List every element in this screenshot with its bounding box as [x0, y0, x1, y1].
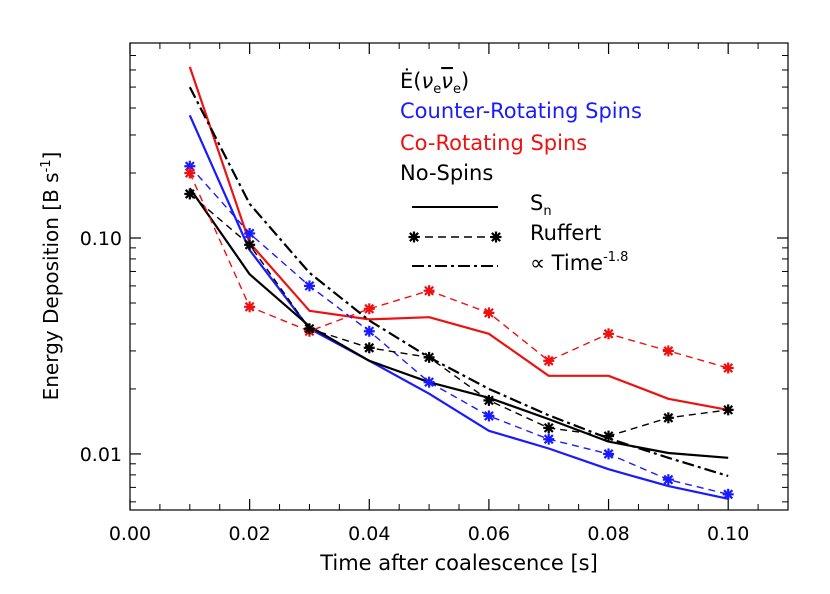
series-3-point [543, 433, 555, 445]
series-3-point [722, 488, 734, 500]
series-line-2 [188, 187, 729, 459]
series-5-point [662, 412, 674, 424]
x-tick-label: 0.02 [228, 523, 270, 545]
legend-star-marker-right [490, 231, 502, 243]
series-4-point [423, 285, 435, 297]
series-5-point [543, 422, 555, 434]
y-tick-label: 0.01 [80, 444, 122, 466]
series-3-point [244, 227, 256, 239]
legend-sn-label: Sn [530, 191, 552, 219]
series-5-point [303, 323, 315, 335]
series-4-point [363, 303, 375, 315]
legend-counter-rotating: Counter-Rotating Spins [400, 99, 642, 123]
series-5-point [244, 239, 256, 251]
series-3-point [303, 280, 315, 292]
x-tick-label: 0.00 [109, 523, 151, 545]
x-tick-label: 0.04 [348, 523, 390, 545]
series-line-5 [189, 193, 729, 437]
legend-no-spins: No-Spins [400, 161, 493, 185]
series-4-point [722, 362, 734, 374]
series-4-point [543, 355, 555, 367]
series-4-point [483, 307, 495, 319]
series-4-point [662, 345, 674, 357]
x-tick-label: 0.08 [587, 523, 629, 545]
series-5-point [483, 394, 495, 406]
series-line-3 [189, 165, 729, 495]
series-5-point [184, 188, 196, 200]
series-line-0 [188, 114, 729, 500]
series-4-point [184, 167, 196, 179]
legend-star-icon [490, 231, 502, 243]
series-line-4 [189, 172, 729, 369]
series-3-point [603, 448, 615, 460]
legend-ruffert-label: Ruffert [530, 221, 601, 245]
series-4-point [603, 328, 615, 340]
legend-header: Ė(νeνe) [400, 68, 469, 97]
legend-co-rotating: Co-Rotating Spins [400, 131, 587, 155]
x-tick-label: 0.06 [468, 523, 510, 545]
x-axis-label: Time after coalescence [s] [319, 551, 598, 575]
legend-powerlaw-label: ∝ Time-1.8 [530, 250, 628, 275]
series-3-point [423, 376, 435, 388]
series-layer [184, 66, 734, 500]
series-3-point [363, 325, 375, 337]
legend: Ė(νeνe) Counter-Rotating Spins Co-Rotati… [400, 68, 642, 275]
legend-star-marker-left [408, 231, 420, 243]
series-line-1 [188, 66, 729, 411]
y-tick-label: 0.10 [80, 228, 122, 250]
series-4-point [244, 301, 256, 313]
legend-star-icon [408, 231, 420, 243]
y-axis-label: Energy Deposition [B s-1] [39, 152, 63, 401]
x-tick-label: 0.10 [707, 523, 749, 545]
series-3-point [483, 410, 495, 422]
axis-ticks: 0.00 0.02 0.04 0.06 0.08 0.10 0.01 0.10 [80, 43, 788, 545]
series-5-point [722, 404, 734, 416]
series-3-point [662, 474, 674, 486]
series-5-point [363, 342, 375, 354]
